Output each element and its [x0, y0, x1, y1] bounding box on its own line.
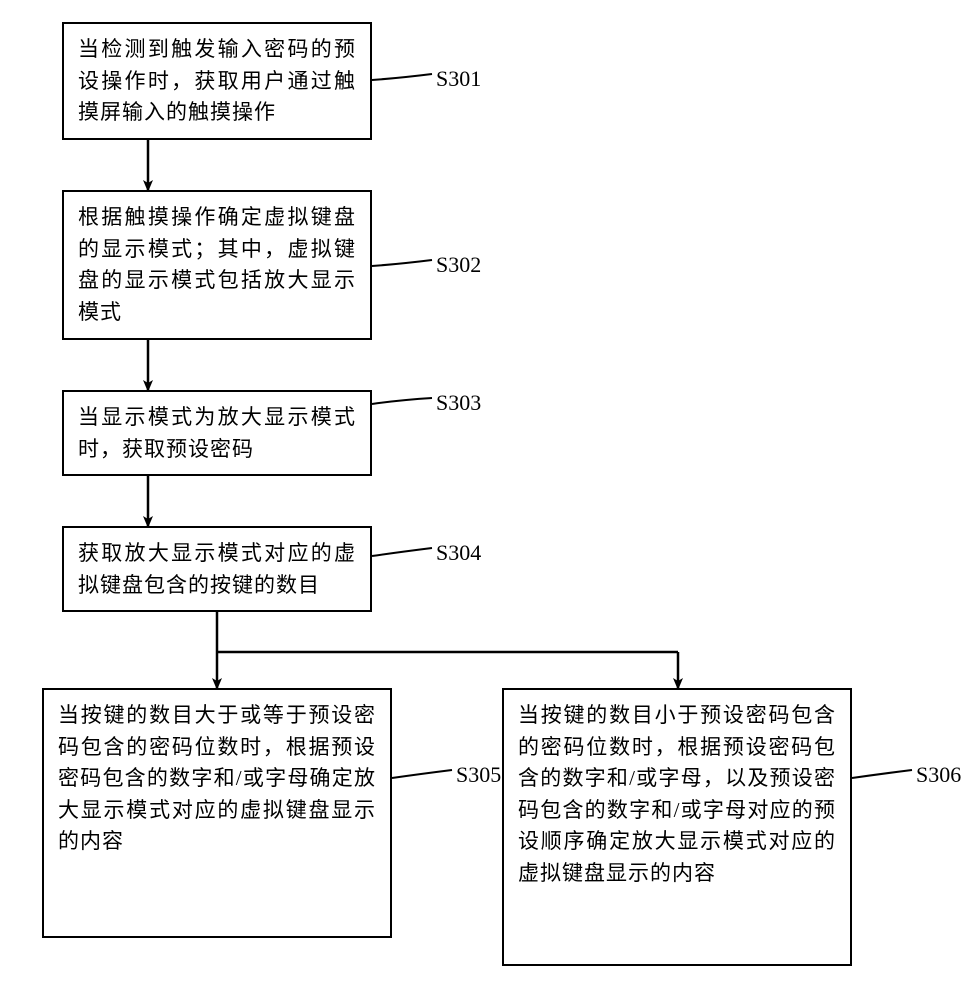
flow-node-n2: 根据触摸操作确定虚拟键盘的显示模式；其中，虚拟键盘的显示模式包括放大显示模式	[62, 190, 372, 340]
leader-l3	[372, 398, 432, 404]
step-label-S302: S302	[436, 252, 481, 278]
step-label-S301: S301	[436, 66, 481, 92]
leader-l2	[372, 260, 432, 266]
leader-l6	[852, 770, 912, 778]
leader-l1	[372, 74, 432, 80]
flow-node-n1: 当检测到触发输入密码的预设操作时，获取用户通过触摸屏输入的触摸操作	[62, 22, 372, 140]
step-label-S303: S303	[436, 390, 481, 416]
flow-node-n6: 当按键的数目小于预设密码包含的密码位数时，根据预设密码包含的数字和/或字母，以及…	[502, 688, 852, 966]
step-label-S306: S306	[916, 762, 961, 788]
step-label-S304: S304	[436, 540, 481, 566]
leader-l4	[372, 548, 432, 556]
flow-node-n4: 获取放大显示模式对应的虚拟键盘包含的按键的数目	[62, 526, 372, 612]
flow-node-n3: 当显示模式为放大显示模式时，获取预设密码	[62, 390, 372, 476]
step-label-S305: S305	[456, 762, 501, 788]
leader-l5	[392, 770, 452, 778]
flow-node-n5: 当按键的数目大于或等于预设密码包含的密码位数时，根据预设密码包含的数字和/或字母…	[42, 688, 392, 938]
